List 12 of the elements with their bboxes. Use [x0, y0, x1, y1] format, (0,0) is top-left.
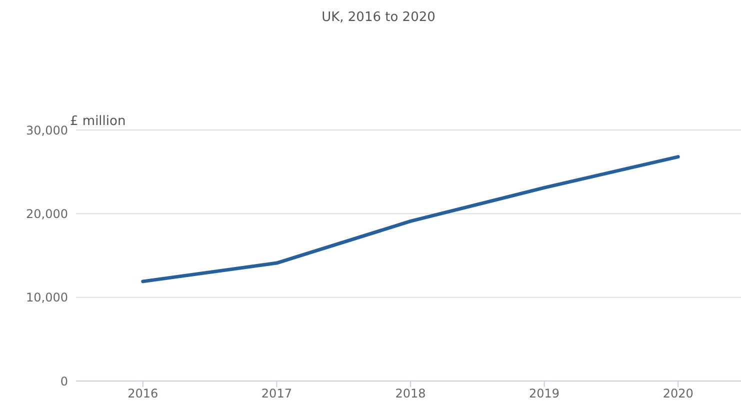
- chart-title: UK, 2016 to 2020: [320, 10, 436, 25]
- y-tick-label: 10,000: [26, 290, 68, 305]
- x-tick-label: 2017: [261, 386, 292, 401]
- y-axis-title: £ million: [70, 114, 126, 129]
- line-series: [141, 155, 680, 284]
- y-tick-label: 0: [60, 374, 68, 388]
- x-tick-label: 2016: [128, 386, 158, 401]
- x-tick-label: 2020: [662, 386, 694, 401]
- x-tick-label: 2019: [529, 386, 560, 401]
- x-tick-label: 2018: [395, 386, 426, 401]
- y-tick-label: 20,000: [26, 206, 68, 221]
- y-tick-label: 30,000: [26, 123, 68, 138]
